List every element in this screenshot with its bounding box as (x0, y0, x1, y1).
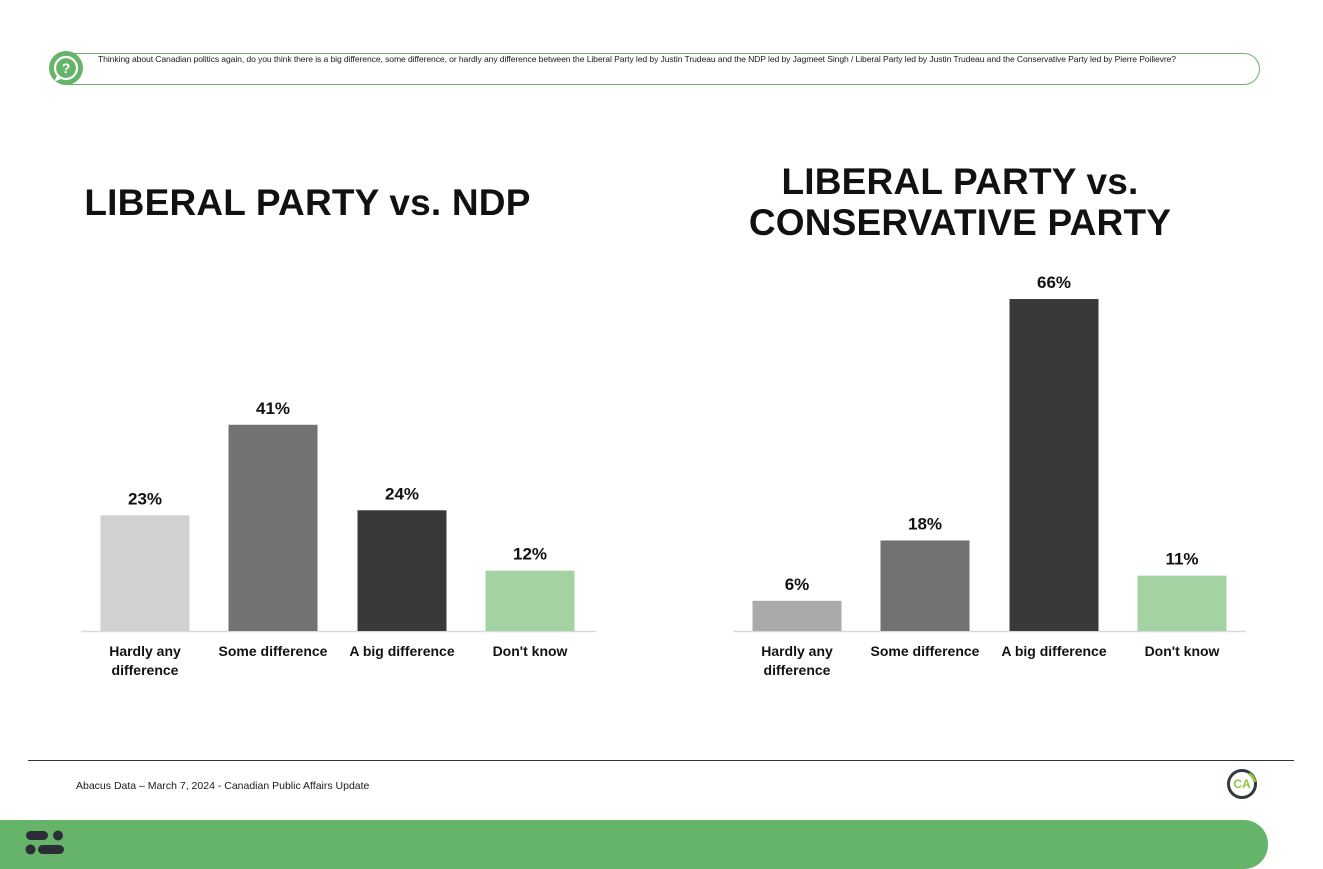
badge-accent-arc (1248, 772, 1257, 783)
survey-question: Thinking about Canadian politics again, … (98, 54, 1176, 64)
chart-title-right-line2: CONSERVATIVE PARTY (748, 202, 1172, 243)
data-label-cpc-1: 18% (908, 514, 942, 533)
bar-ndp-2 (357, 510, 447, 631)
bar-cpc-1 (880, 540, 970, 631)
chart-title-right: LIBERAL PARTY vs. CONSERVATIVE PARTY (700, 161, 1220, 243)
bar-cpc-0 (752, 600, 842, 631)
bar-ndp-0 (100, 515, 190, 631)
bar-cpc-2 (1009, 299, 1099, 631)
category-label-cpc-2-0: A big difference (1001, 643, 1106, 659)
footer-brand-bar (0, 820, 1268, 869)
bar-ndp-3 (485, 570, 575, 631)
category-label-cpc-0-1: difference (764, 662, 831, 678)
bar-cpc-3 (1137, 575, 1227, 631)
chart-title-right-line1: LIBERAL PARTY vs. (781, 161, 1139, 202)
badge-label: CA (1233, 777, 1251, 791)
footer-divider (28, 760, 1294, 761)
data-label-cpc-0: 6% (785, 575, 810, 594)
bar-ndp-1 (228, 424, 318, 631)
category-label-ndp-3-0: Don't know (493, 643, 568, 659)
category-label-cpc-3-0: Don't know (1145, 643, 1220, 659)
data-label-ndp-2: 24% (385, 484, 419, 503)
category-label-ndp-0-1: difference (112, 662, 179, 678)
question-bubble-icon: ? (49, 51, 83, 85)
category-label-cpc-1-0: Some difference (871, 643, 980, 659)
category-label-cpc-0-0: Hardly any (761, 643, 833, 659)
category-label-ndp-2-0: A big difference (349, 643, 454, 659)
svg-text:?: ? (62, 60, 71, 76)
data-label-ndp-0: 23% (128, 489, 162, 508)
data-label-ndp-3: 12% (513, 545, 547, 564)
category-label-ndp-0-0: Hardly any (109, 643, 181, 659)
abacus-logo-icon (25, 830, 64, 855)
chart-title-left: LIBERAL PARTY vs. NDP (84, 182, 531, 223)
data-label-ndp-1: 41% (256, 399, 290, 418)
data-label-cpc-3: 11% (1165, 550, 1198, 569)
data-label-cpc-2: 66% (1037, 273, 1071, 292)
source-note: Abacus Data – March 7, 2024 - Canadian P… (76, 780, 370, 792)
category-label-ndp-1-0: Some difference (219, 643, 328, 659)
